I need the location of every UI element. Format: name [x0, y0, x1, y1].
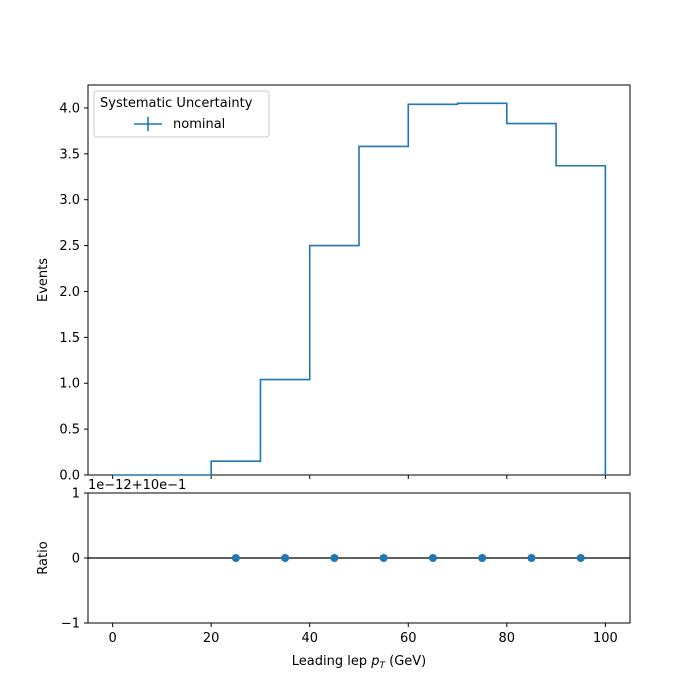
- ratio-y-ticks: −1 0 1: [61, 487, 88, 632]
- legend: Systematic Uncertainty nominal: [93, 90, 270, 138]
- main-panel: 0.0 0.5 1.0 1.5 2.0 2.5 3.0 3.5 4.0 Events Syste…: [36, 84, 631, 484]
- main-y-tick-label: 0.0: [59, 469, 80, 484]
- ratio-point: [478, 554, 487, 562]
- ratio-y-tick-label: −1: [61, 617, 80, 632]
- ratio-x-ticks: 0 20 40 60 80 100: [108, 623, 618, 646]
- main-y-tick-label: 2.0: [59, 285, 80, 300]
- ratio-points: [231, 554, 585, 562]
- x-tick-label: 40: [301, 631, 318, 646]
- main-y-tick-label: 4.0: [59, 101, 80, 116]
- ratio-panel: −101 0 20 40 60 80 100 1e−12+10e−1 Ratio Lead…: [36, 478, 631, 671]
- x-tick-label: 100: [593, 631, 618, 646]
- ratio-y-tick-label: 0: [72, 552, 80, 567]
- ratio-point: [281, 554, 290, 562]
- x-tick-label: 0: [108, 631, 116, 646]
- ratio-point: [379, 554, 388, 562]
- main-y-tick-label: 1.5: [59, 331, 80, 346]
- ratio-y-tick-label: 1: [72, 487, 80, 502]
- legend-entry-nominal: nominal: [173, 117, 225, 132]
- ratio-point: [576, 554, 585, 562]
- legend-marker: [134, 117, 162, 131]
- ratio-point: [527, 554, 536, 562]
- main-y-ticks: 0.0 0.5 1.0 1.5 2.0 2.5 3.0 3.5 4.0: [59, 101, 88, 484]
- main-y-tick-label: 3.5: [59, 147, 80, 162]
- ratio-y-axis-label: Ratio: [36, 541, 51, 574]
- ratio-point: [231, 554, 240, 562]
- main-plot-frame: [87, 84, 631, 476]
- main-y-tick-label: 0.5: [59, 423, 80, 438]
- legend-title: Systematic Uncertainty: [100, 96, 253, 111]
- x-tick-label: 20: [203, 631, 220, 646]
- x-tick-label: 80: [499, 631, 516, 646]
- ratio-point: [330, 554, 339, 562]
- main-y-tick-label: 2.5: [59, 239, 80, 254]
- ratio-offset-text: 1e−12+10e−1: [88, 478, 186, 493]
- x-axis-label: Leading lep pT (GeV): [292, 654, 426, 671]
- main-y-tick-label: 3.0: [59, 193, 80, 208]
- legend-box: [93, 90, 270, 138]
- ratio-point: [428, 554, 437, 562]
- x-tick-label: 60: [400, 631, 417, 646]
- main-y-axis-label: Events: [36, 258, 51, 302]
- nominal-step-line: [112, 102, 607, 476]
- main-y-tick-label: 1.0: [59, 377, 80, 392]
